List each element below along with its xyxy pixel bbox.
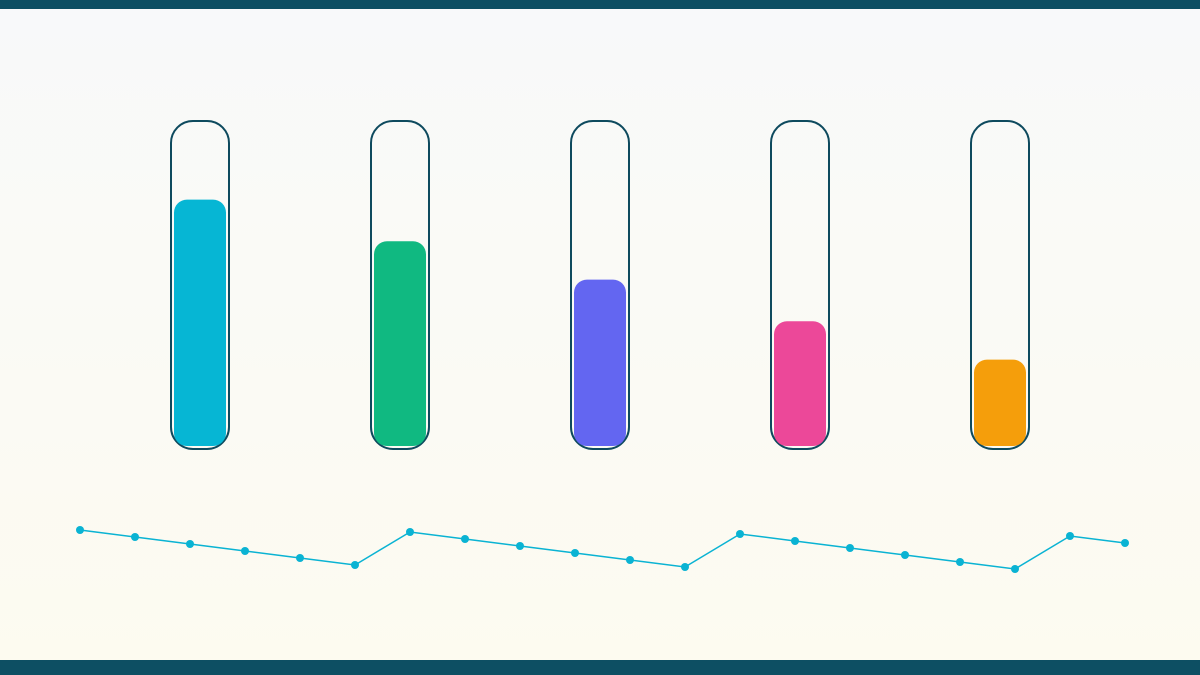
- trend-point: [736, 530, 744, 538]
- trend-point: [1066, 532, 1074, 540]
- tube: [970, 120, 1030, 450]
- tube: [570, 120, 630, 450]
- trend-point: [76, 526, 84, 534]
- trend-point: [1011, 565, 1019, 573]
- trend-point: [186, 540, 194, 548]
- bottom-bar: [0, 660, 1200, 675]
- tube: [170, 120, 230, 450]
- trend-point: [296, 554, 304, 562]
- trend-point: [241, 547, 249, 555]
- tube-fill: [974, 359, 1026, 446]
- trend-point: [351, 561, 359, 569]
- tube: [770, 120, 830, 450]
- trend-point: [1121, 539, 1129, 547]
- trend-point: [406, 528, 414, 536]
- trend-line: [79, 529, 1126, 570]
- tube: [370, 120, 430, 450]
- trend-point: [131, 533, 139, 541]
- tube-fill: [174, 199, 226, 446]
- trend-point: [956, 558, 964, 566]
- trend-point: [846, 544, 854, 552]
- trend-point: [461, 535, 469, 543]
- tube-fill: [774, 321, 826, 446]
- trend-point: [571, 549, 579, 557]
- tube-fill: [574, 279, 626, 446]
- trend-point: [901, 551, 909, 559]
- trend-point: [681, 563, 689, 571]
- trend-point: [626, 556, 634, 564]
- top-bar: [0, 0, 1200, 9]
- tube-fill: [374, 241, 426, 446]
- trend-point: [791, 537, 799, 545]
- trend-point: [516, 542, 524, 550]
